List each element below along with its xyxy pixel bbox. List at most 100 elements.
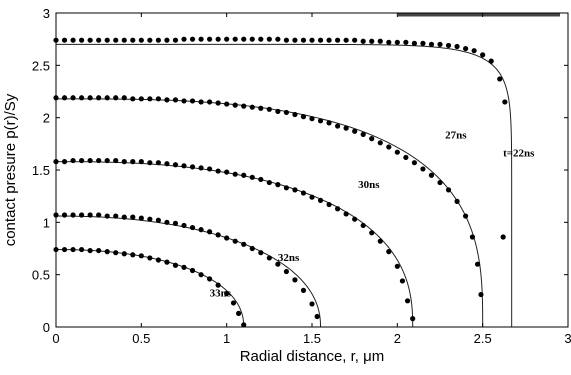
data-point bbox=[283, 109, 289, 116]
data-point bbox=[420, 166, 426, 172]
data-point bbox=[113, 95, 119, 101]
data-point bbox=[343, 125, 349, 131]
data-point bbox=[232, 36, 238, 42]
data-point bbox=[266, 36, 272, 42]
data-point bbox=[292, 187, 298, 193]
data-point bbox=[369, 38, 375, 44]
data-point bbox=[232, 238, 238, 244]
data-point bbox=[352, 37, 358, 43]
data-point bbox=[241, 322, 247, 328]
data-point bbox=[377, 140, 383, 146]
data-point bbox=[61, 159, 68, 165]
data-point bbox=[172, 97, 179, 103]
data-point bbox=[275, 108, 281, 114]
data-point bbox=[164, 161, 170, 167]
data-point bbox=[198, 99, 204, 105]
data-point bbox=[61, 212, 68, 218]
data-point bbox=[386, 39, 392, 45]
data-point bbox=[377, 238, 383, 244]
data-point bbox=[215, 100, 221, 106]
data-point bbox=[79, 95, 85, 101]
y-axis-ticks: 0 0.5 1 1.5 2 2.5 3 bbox=[32, 6, 568, 335]
data-point bbox=[121, 159, 127, 165]
data-point bbox=[104, 249, 110, 255]
data-point bbox=[155, 217, 161, 223]
data-point bbox=[437, 41, 443, 48]
data-point bbox=[130, 252, 136, 258]
data-point bbox=[360, 38, 366, 44]
data-point bbox=[61, 246, 68, 253]
data-point bbox=[300, 37, 307, 43]
data-point bbox=[500, 234, 506, 240]
data-point bbox=[189, 98, 196, 104]
data-point bbox=[326, 120, 332, 126]
data-point bbox=[155, 257, 161, 263]
x-axis-ticks: 0 0.5 1 1.5 2 2.5 3 bbox=[52, 13, 571, 346]
data-point bbox=[230, 300, 237, 306]
data-point bbox=[292, 111, 298, 118]
data-point bbox=[164, 259, 170, 265]
data-point bbox=[343, 211, 349, 217]
data-point bbox=[87, 157, 93, 164]
plot-background bbox=[56, 13, 568, 327]
data-point bbox=[207, 36, 213, 42]
data-point bbox=[463, 213, 469, 219]
data-point bbox=[386, 144, 392, 150]
data-point bbox=[164, 37, 170, 43]
data-point bbox=[283, 37, 289, 43]
data-point bbox=[130, 159, 136, 165]
data-point bbox=[300, 190, 307, 196]
data-point bbox=[326, 37, 332, 43]
y-tick-label: 1 bbox=[43, 215, 50, 230]
data-point bbox=[454, 43, 460, 50]
y-tick-label: 3 bbox=[43, 6, 50, 21]
data-point bbox=[172, 262, 179, 268]
data-point bbox=[189, 267, 196, 274]
data-point bbox=[224, 169, 230, 175]
data-point bbox=[147, 37, 153, 43]
data-point bbox=[96, 212, 102, 218]
data-point bbox=[309, 116, 315, 122]
data-point bbox=[275, 36, 281, 42]
data-point bbox=[155, 37, 161, 43]
data-point bbox=[410, 316, 416, 322]
data-point bbox=[207, 99, 213, 105]
data-point bbox=[224, 101, 230, 107]
data-point bbox=[236, 310, 242, 316]
data-point bbox=[155, 160, 161, 166]
data-point bbox=[79, 246, 85, 253]
data-point bbox=[488, 58, 494, 64]
data-point bbox=[445, 187, 452, 193]
data-point bbox=[437, 179, 443, 186]
data-point bbox=[172, 220, 179, 226]
data-point bbox=[96, 247, 102, 254]
data-point bbox=[121, 251, 127, 257]
data-point bbox=[497, 76, 503, 82]
data-point bbox=[121, 214, 127, 220]
y-tick-label: 0.5 bbox=[32, 268, 50, 283]
data-point bbox=[474, 261, 481, 267]
data-point bbox=[215, 282, 221, 288]
data-point bbox=[283, 268, 289, 275]
data-point bbox=[130, 214, 136, 220]
data-point bbox=[428, 172, 435, 178]
data-point bbox=[249, 174, 255, 180]
data-point bbox=[241, 241, 247, 247]
x-tick-label: 1 bbox=[223, 331, 230, 346]
data-point bbox=[241, 172, 247, 178]
data-point bbox=[147, 216, 153, 222]
data-point bbox=[147, 96, 153, 102]
data-point bbox=[70, 212, 76, 218]
data-point bbox=[104, 95, 110, 101]
y-tick-label: 0 bbox=[43, 320, 50, 335]
data-point bbox=[428, 41, 435, 48]
data-point bbox=[309, 301, 315, 307]
data-point bbox=[198, 227, 204, 233]
curve-label: 32ns bbox=[278, 252, 300, 264]
data-point bbox=[224, 36, 230, 42]
data-point bbox=[249, 36, 255, 42]
data-point bbox=[314, 313, 320, 320]
measured-points bbox=[53, 36, 508, 328]
data-point bbox=[138, 215, 144, 221]
